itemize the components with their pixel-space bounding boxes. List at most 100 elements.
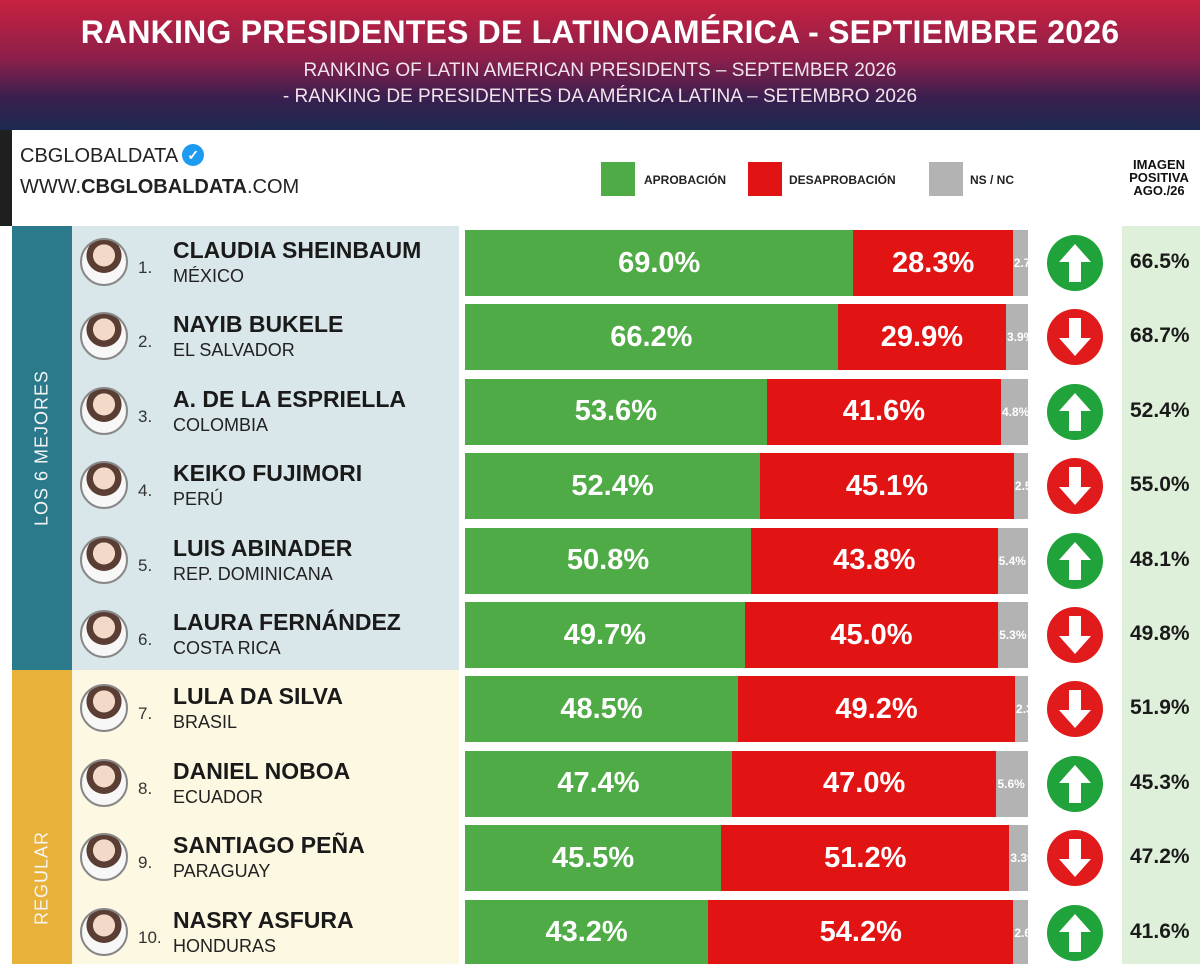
chart-title: RANKING PRESIDENTES DE LATINOAMÉRICA - S… (80, 14, 1120, 50)
bar-value-label: 28.3% (892, 246, 975, 279)
group-band-regular (12, 670, 72, 964)
bar-value-label: 2.6% (1014, 925, 1028, 940)
stacked-bar: 48.5% 49.2% 2.3% (465, 676, 1028, 743)
president-name: A. DE LA ESPRIELLA (173, 385, 406, 412)
stacked-bar: 53.6% 41.6% 4.8% (465, 378, 1028, 445)
legend-nsnc-swatch (929, 162, 963, 196)
bar-value-label: 3.9% (1007, 330, 1028, 345)
legend-approval-swatch (601, 162, 635, 196)
bar-value-label: 2.5% (1014, 479, 1028, 494)
rank-number: 8. (138, 778, 153, 798)
image-header-line-1: IMAGEN (1133, 157, 1185, 172)
president-photo (80, 535, 128, 584)
bar-value-label: 54.2% (819, 916, 902, 949)
bar-value-label: 45.0% (830, 618, 913, 651)
approval-bar-segment: 50.8% (465, 527, 751, 594)
verified-badge-icon: ✓ (182, 144, 205, 166)
approval-bar-segment: 45.5% (465, 825, 722, 892)
nsnc-bar-segment: 5.4% (997, 527, 1028, 594)
bar-value-label: 43.2% (545, 916, 628, 949)
rank-number: 1. (138, 258, 153, 277)
website-url: WWW.CBGLOBALDATA.COM (20, 176, 299, 199)
arrow-up-icon (1046, 904, 1104, 962)
image-positive-value: 45.3% (1130, 770, 1190, 794)
country-name: EL SALVADOR (173, 340, 295, 361)
arrow-down-icon (1046, 680, 1104, 738)
image-column-header: IMAGEN POSITIVA AGO./26 (1118, 158, 1200, 197)
bar-value-label: 49.2% (835, 692, 918, 725)
president-photo (80, 833, 128, 882)
country-name: MÉXICO (173, 266, 245, 286)
bar-value-label: 47.0% (823, 767, 906, 800)
approval-bar-segment: 66.2% (465, 304, 838, 371)
bar-value-label: 53.6% (574, 395, 657, 428)
country-name: BRASIL (173, 712, 238, 733)
ranking-row: 8. DANIEL NOBOA ECUADOR 47.4% 47.0% 5.6% 45.3% (0, 750, 1200, 817)
rank-number: 7. (138, 704, 153, 724)
disapproval-bar-segment: 54.2% (708, 899, 1014, 964)
president-photo (80, 312, 128, 361)
bar-value-label: 2.3% (1016, 702, 1028, 717)
approval-bar-segment: 43.2% (465, 899, 709, 964)
bar-value-label: 45.1% (845, 469, 929, 502)
disapproval-bar-segment: 41.6% (766, 378, 1001, 445)
disapproval-bar-segment: 43.8% (751, 527, 998, 594)
bar-value-label: 5.6% (997, 776, 1025, 791)
president-photo (80, 610, 128, 658)
bar-value-label: 47.4% (557, 767, 640, 800)
stacked-bar: 47.4% 47.0% 5.6% (465, 750, 1028, 817)
nsnc-bar-segment: 3.9% (1006, 304, 1028, 371)
image-header-line-2: POSITIVA (1129, 170, 1189, 185)
president-name: CLAUDIA SHEINBAUM (173, 237, 422, 263)
stacked-bar: 43.2% 54.2% 2.6% (465, 899, 1028, 964)
image-positive-value: 51.9% (1130, 696, 1190, 720)
image-positive-value: 68.7% (1130, 324, 1190, 348)
site-suffix: .COM (247, 176, 300, 198)
ranking-row: 5. LUIS ABINADER REP. DOMINICANA 50.8% 43.8%… (0, 527, 1200, 594)
approval-bar-segment: 47.4% (465, 750, 732, 817)
legend-approval-label: APROBACIÓN (644, 173, 727, 187)
president-photo (80, 758, 128, 807)
nsnc-bar-segment: 2.7% (1012, 230, 1028, 296)
rank-number: 5. (138, 555, 153, 575)
president-name: LUIS ABINADER (173, 534, 353, 561)
rank-number: 2. (138, 332, 153, 352)
bar-value-label: 51.2% (824, 841, 907, 874)
image-positive-value: 55.0% (1130, 473, 1190, 497)
nsnc-bar-segment: 2.5% (1013, 453, 1028, 520)
disapproval-bar-segment: 45.0% (744, 602, 999, 668)
president-photo (80, 238, 128, 286)
arrow-down-icon (1046, 829, 1104, 887)
country-name: COLOMBIA (173, 414, 269, 435)
bar-value-label: 5.3% (999, 628, 1027, 642)
subtitle-english: RANKING OF LATIN AMERICAN PRESIDENTS – S… (303, 60, 897, 81)
subtitle-portuguese: - RANKING DE PRESIDENTES DA AMÉRICA LATI… (282, 86, 918, 107)
rank-number: 10. (138, 927, 162, 947)
president-photo (80, 684, 128, 733)
bar-value-label: 52.4% (571, 469, 654, 502)
brand-name: CBGLOBALDATA ✓ (20, 144, 205, 168)
nsnc-bar-segment: 5.3% (998, 602, 1028, 668)
president-name: KEIKO FUJIMORI (173, 460, 363, 487)
bar-value-label: 48.5% (560, 692, 643, 725)
stacked-bar: 49.7% 45.0% 5.3% (465, 602, 1028, 668)
country-name: HONDURAS (173, 935, 277, 956)
bar-value-label: 50.8% (566, 544, 650, 577)
bar-value-label: 43.8% (833, 544, 916, 577)
left-frame-edge (0, 130, 12, 226)
president-name: NASRY ASFURA (173, 906, 354, 933)
image-column-panel (1122, 226, 1200, 964)
stacked-bar: 52.4% 45.1% 2.5% (465, 453, 1028, 520)
bar-value-label: 5.4% (998, 553, 1026, 568)
group-band-top6 (12, 226, 72, 670)
arrow-up-icon (1046, 755, 1104, 813)
ranking-row: 3. A. DE LA ESPRIELLA COLOMBIA 53.6% 41.6% 4.… (0, 378, 1200, 445)
approval-bar-segment: 48.5% (465, 676, 739, 743)
disapproval-bar-segment: 28.3% (853, 230, 1013, 296)
arrow-up-icon (1046, 383, 1104, 441)
bar-value-label: 49.7% (563, 618, 647, 651)
stacked-bar: 50.8% 43.8% 5.4% (465, 527, 1028, 594)
